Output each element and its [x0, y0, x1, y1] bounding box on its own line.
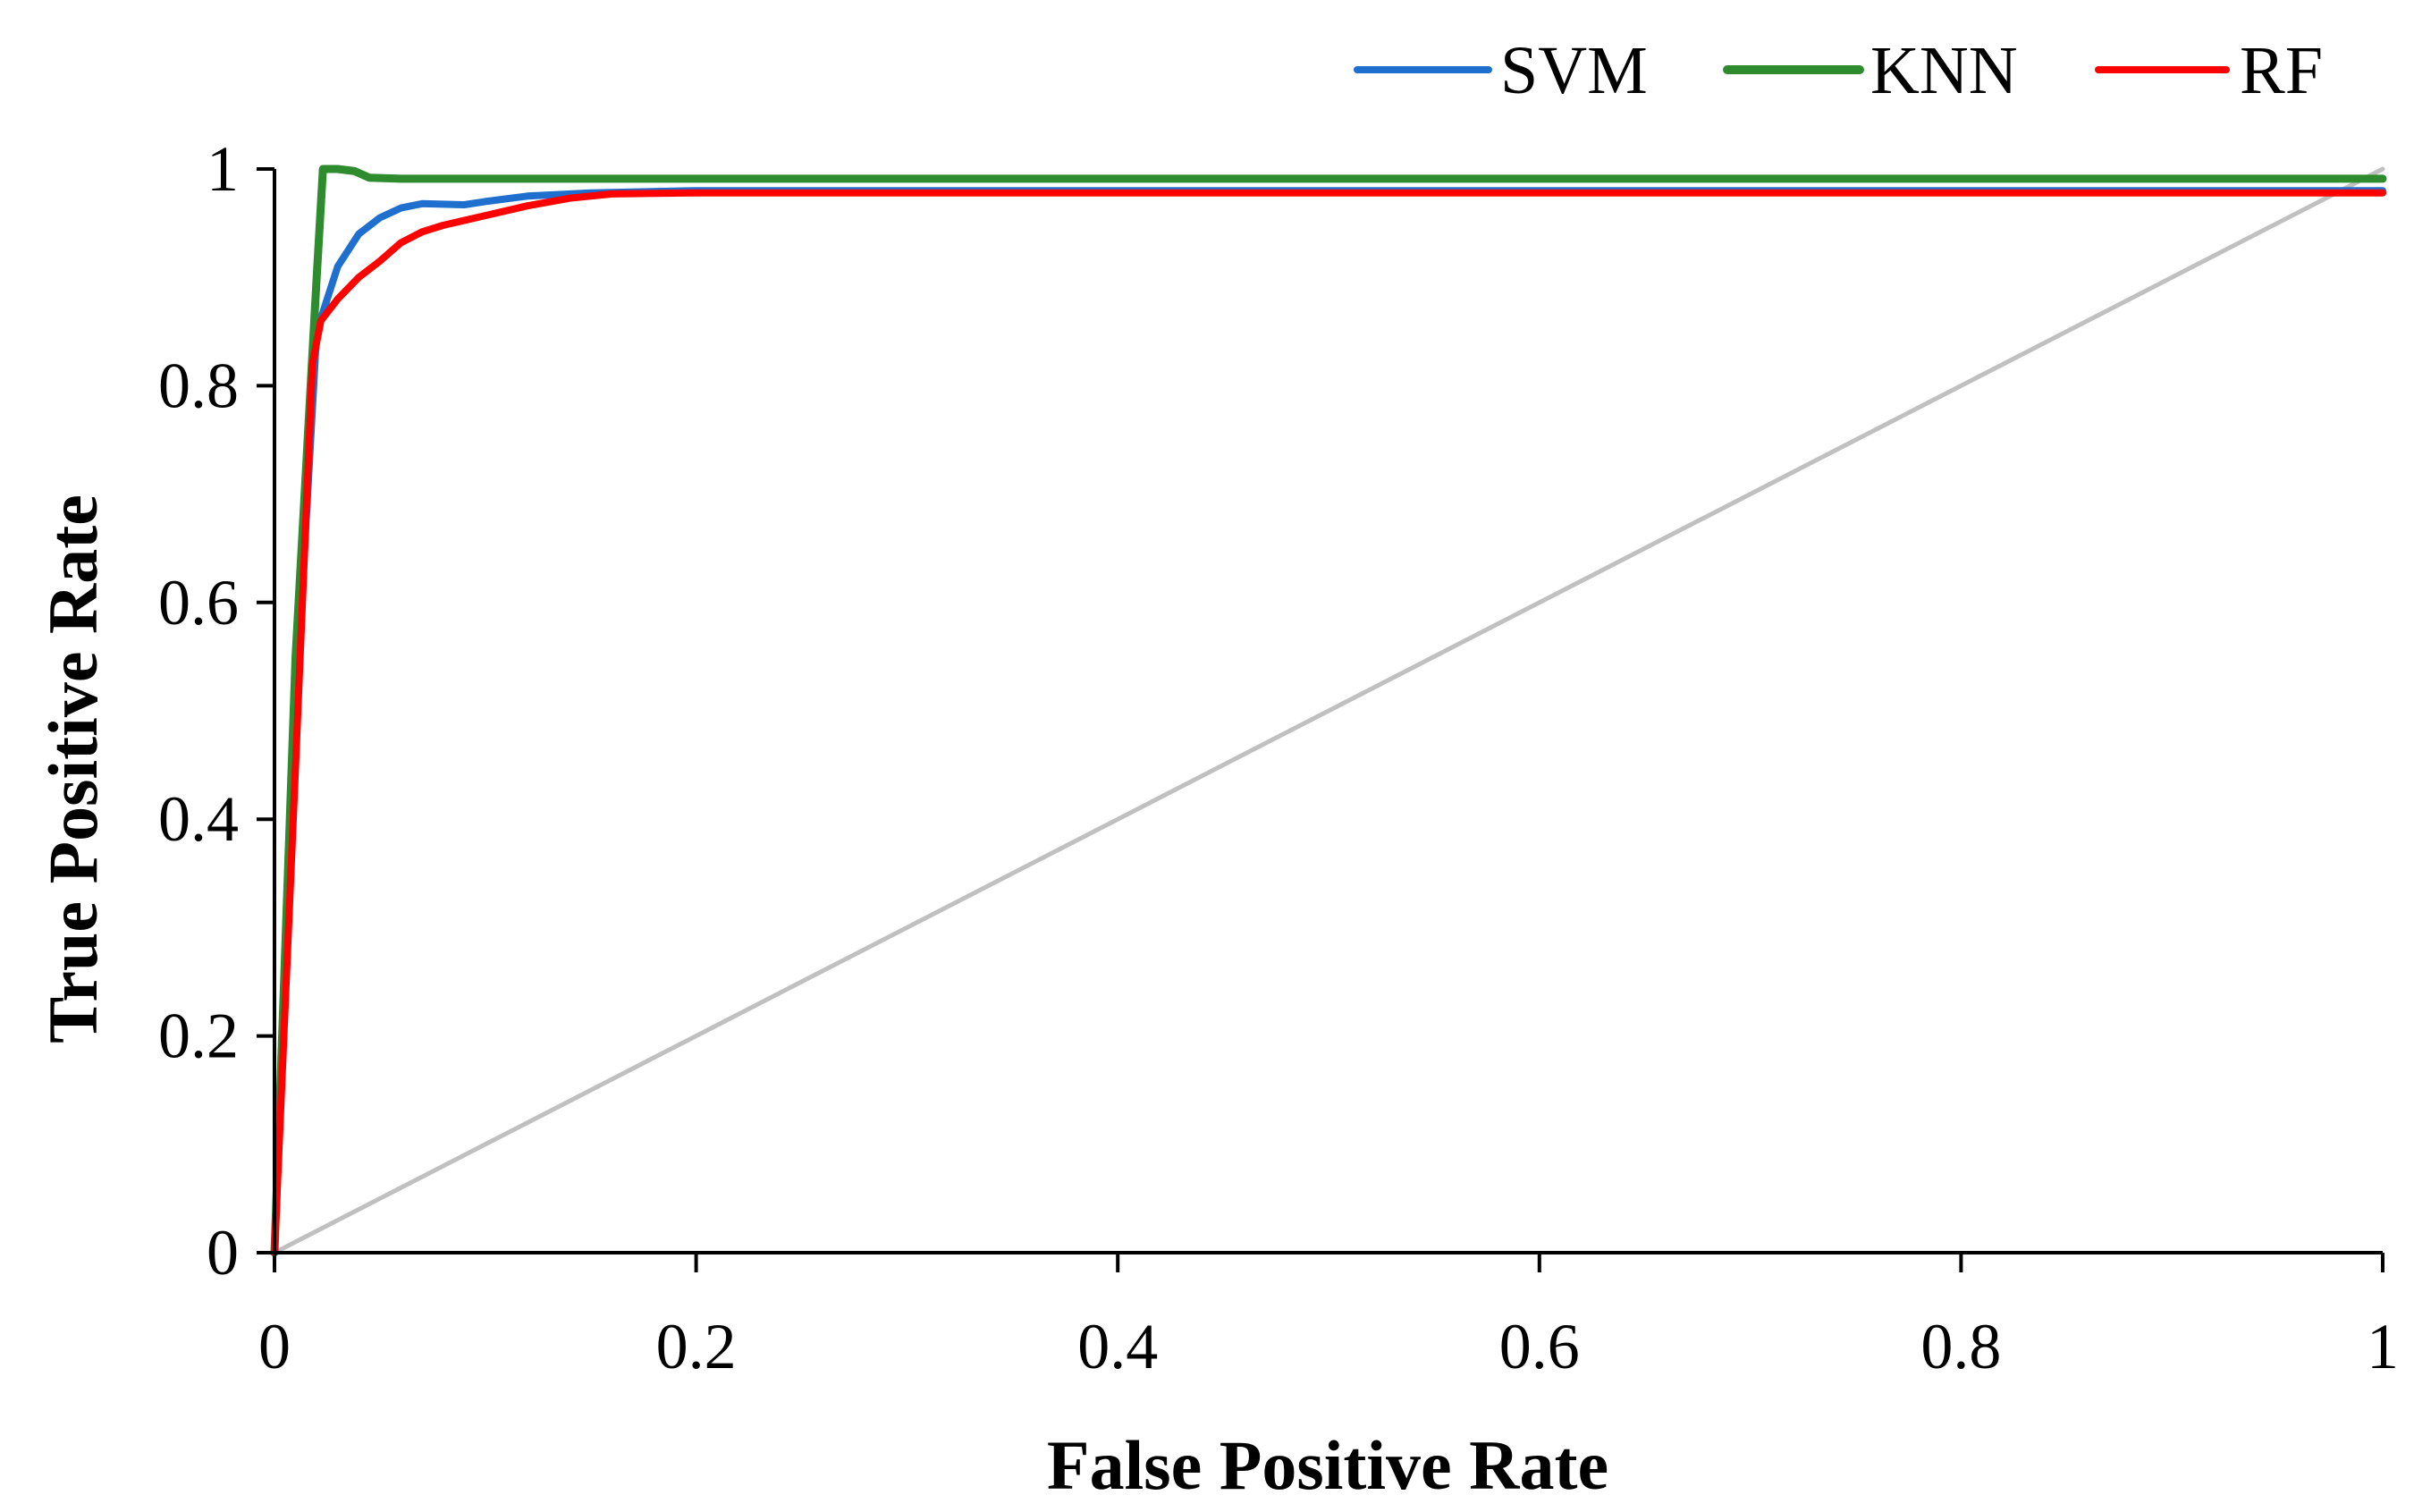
series-line-rf — [271, 189, 2386, 1256]
x-axis-title: False Positive Rate — [1047, 1426, 1608, 1504]
y-axis-title: True Positive Rate — [34, 494, 112, 1043]
legend-label-rf: RF — [2240, 33, 2323, 108]
y-tick-label: 0 — [207, 1217, 239, 1288]
y-tick-label: 0.6 — [158, 567, 239, 638]
x-tick-label: 0.2 — [656, 1311, 737, 1382]
axes: 0 0.2 0.4 0.6 0.8 1 0 0.2 0.4 0.6 0.8 1 — [158, 133, 2399, 1382]
x-tick-label: 0 — [258, 1311, 291, 1382]
series-line-svm — [271, 187, 2386, 1256]
y-tick-label: 1 — [207, 133, 239, 205]
legend-label-svm: SVM — [1500, 33, 1648, 108]
reference-diagonal-line — [272, 166, 2385, 1255]
x-tick-label: 0.8 — [1920, 1311, 2001, 1382]
x-tick-label: 0.6 — [1499, 1311, 1580, 1382]
legend: SVM KNN RF — [1354, 33, 2323, 108]
x-tick-label: 0.4 — [1077, 1311, 1158, 1382]
y-tick-label: 0.2 — [158, 1001, 239, 1072]
y-tick-label: 0.4 — [158, 783, 239, 855]
x-tick-label: 1 — [2367, 1311, 2399, 1382]
plot-area — [270, 165, 2387, 1257]
y-tick-label: 0.8 — [158, 350, 239, 421]
legend-label-knn: KNN — [1870, 33, 2018, 108]
